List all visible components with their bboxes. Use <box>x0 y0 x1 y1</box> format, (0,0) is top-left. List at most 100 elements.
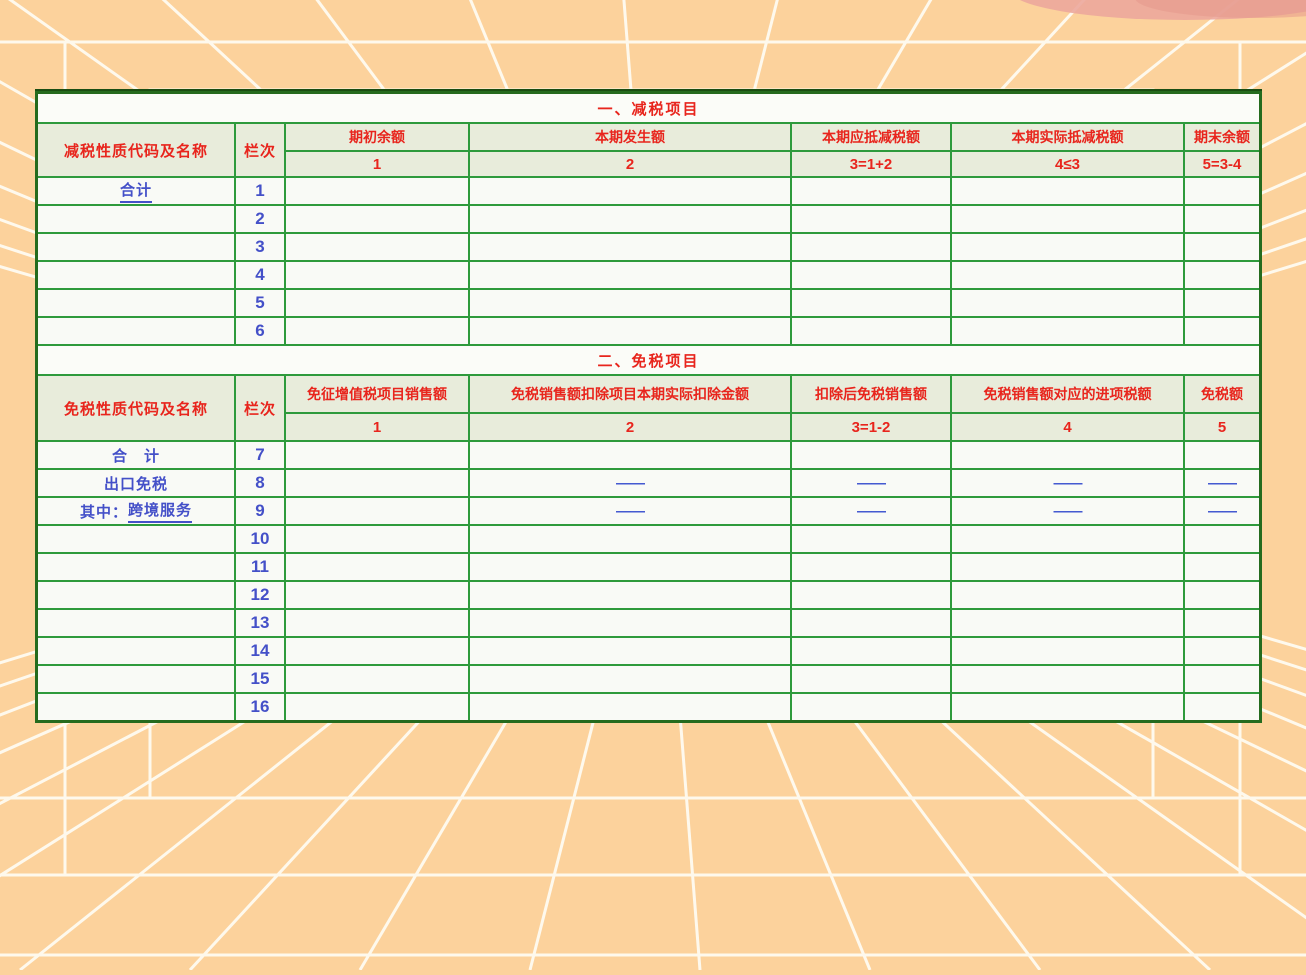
row-15-value-3[interactable] <box>792 666 950 692</box>
row-6-value-3[interactable] <box>792 318 950 344</box>
row-3-value-2[interactable] <box>470 234 790 260</box>
row-4-number: 4 <box>236 262 284 288</box>
row-12-value-4[interactable] <box>952 582 1183 608</box>
row-8-value-5[interactable]: —— <box>1185 470 1259 496</box>
row-3-value-4[interactable] <box>952 234 1183 260</box>
row-2-name <box>38 206 234 232</box>
row-3-value-5[interactable] <box>1185 234 1259 260</box>
row-4-value-5[interactable] <box>1185 262 1259 288</box>
row-6-value-5[interactable] <box>1185 318 1259 344</box>
row-9-name-label: 跨境服务 <box>128 499 193 523</box>
section1-code-3: 3=1+2 <box>792 152 950 176</box>
section2-name-header: 免税性质代码及名称 <box>38 376 234 440</box>
row-6-value-1[interactable] <box>286 318 468 344</box>
row-15-value-5[interactable] <box>1185 666 1259 692</box>
row-1-value-1[interactable] <box>286 178 468 204</box>
row-15-value-1[interactable] <box>286 666 468 692</box>
row-13-name <box>38 610 234 636</box>
row-11-name <box>38 554 234 580</box>
row-16-value-1[interactable] <box>286 694 468 720</box>
row-12-value-2[interactable] <box>470 582 790 608</box>
row-5-value-1[interactable] <box>286 290 468 316</box>
row-10-name <box>38 526 234 552</box>
row-9-name-prefix: 其中： <box>79 503 128 521</box>
row-12-value-5[interactable] <box>1185 582 1259 608</box>
row-4-value-1[interactable] <box>286 262 468 288</box>
row-14-name <box>38 638 234 664</box>
row-12-value-1[interactable] <box>286 582 468 608</box>
row-10-value-4[interactable] <box>952 526 1183 552</box>
row-6-value-4[interactable] <box>952 318 1183 344</box>
row-11-value-5[interactable] <box>1185 554 1259 580</box>
row-14-value-3[interactable] <box>792 638 950 664</box>
row-14-value-5[interactable] <box>1185 638 1259 664</box>
row-13-value-3[interactable] <box>792 610 950 636</box>
row-6-value-2[interactable] <box>470 318 790 344</box>
row-2-value-3[interactable] <box>792 206 950 232</box>
row-7-value-5[interactable] <box>1185 442 1259 468</box>
row-5-value-5[interactable] <box>1185 290 1259 316</box>
row-15-value-2[interactable] <box>470 666 790 692</box>
row-5-value-2[interactable] <box>470 290 790 316</box>
row-2-value-1[interactable] <box>286 206 468 232</box>
row-9-value-1[interactable] <box>286 498 468 524</box>
row-1-value-2[interactable] <box>470 178 790 204</box>
row-16-value-3[interactable] <box>792 694 950 720</box>
row-9-value-4[interactable]: —— <box>952 498 1183 524</box>
row-7-value-1[interactable] <box>286 442 468 468</box>
row-13-value-5[interactable] <box>1185 610 1259 636</box>
row-8-value-4[interactable]: —— <box>952 470 1183 496</box>
row-2-value-2[interactable] <box>470 206 790 232</box>
row-8-value-2[interactable]: —— <box>470 470 790 496</box>
row-1-value-3[interactable] <box>792 178 950 204</box>
row-10-value-1[interactable] <box>286 526 468 552</box>
section2-code-5: 5 <box>1185 414 1259 440</box>
section2-code-2: 2 <box>470 414 790 440</box>
row-5-number: 5 <box>236 290 284 316</box>
row-16-value-2[interactable] <box>470 694 790 720</box>
row-2-value-5[interactable] <box>1185 206 1259 232</box>
section1-code-4: 4≤3 <box>952 152 1183 176</box>
row-10-value-3[interactable] <box>792 526 950 552</box>
row-4-value-3[interactable] <box>792 262 950 288</box>
row-3-value-3[interactable] <box>792 234 950 260</box>
row-11-value-2[interactable] <box>470 554 790 580</box>
row-7-number: 7 <box>236 442 284 468</box>
section2-col-input-tax: 免税销售额对应的进项税额 <box>952 376 1183 412</box>
row-16-value-4[interactable] <box>952 694 1183 720</box>
row-11-value-4[interactable] <box>952 554 1183 580</box>
row-14-value-2[interactable] <box>470 638 790 664</box>
section2-code-4: 4 <box>952 414 1183 440</box>
row-16-value-5[interactable] <box>1185 694 1259 720</box>
row-13-value-2[interactable] <box>470 610 790 636</box>
row-8-value-3[interactable]: —— <box>792 470 950 496</box>
row-11-value-1[interactable] <box>286 554 468 580</box>
row-14-value-4[interactable] <box>952 638 1183 664</box>
row-1-value-5[interactable] <box>1185 178 1259 204</box>
row-7-value-4[interactable] <box>952 442 1183 468</box>
row-9-value-5[interactable]: —— <box>1185 498 1259 524</box>
row-14-value-1[interactable] <box>286 638 468 664</box>
row-1-value-4[interactable] <box>952 178 1183 204</box>
section2-col-deduction-amount: 免税销售额扣除项目本期实际扣除金额 <box>470 376 790 412</box>
row-3-value-1[interactable] <box>286 234 468 260</box>
row-10-value-5[interactable] <box>1185 526 1259 552</box>
row-13-value-4[interactable] <box>952 610 1183 636</box>
row-13-value-1[interactable] <box>286 610 468 636</box>
row-8-value-1[interactable] <box>286 470 468 496</box>
row-5-value-3[interactable] <box>792 290 950 316</box>
row-11-value-3[interactable] <box>792 554 950 580</box>
row-5-value-4[interactable] <box>952 290 1183 316</box>
row-12-value-3[interactable] <box>792 582 950 608</box>
row-10-value-2[interactable] <box>470 526 790 552</box>
row-4-value-2[interactable] <box>470 262 790 288</box>
row-15-number: 15 <box>236 666 284 692</box>
row-15-value-4[interactable] <box>952 666 1183 692</box>
section1-col-actual-deducted: 本期实际抵减税额 <box>952 124 1183 150</box>
row-9-value-3[interactable]: —— <box>792 498 950 524</box>
row-4-value-4[interactable] <box>952 262 1183 288</box>
row-7-value-3[interactable] <box>792 442 950 468</box>
row-9-value-2[interactable]: —— <box>470 498 790 524</box>
row-2-value-4[interactable] <box>952 206 1183 232</box>
row-7-value-2[interactable] <box>470 442 790 468</box>
